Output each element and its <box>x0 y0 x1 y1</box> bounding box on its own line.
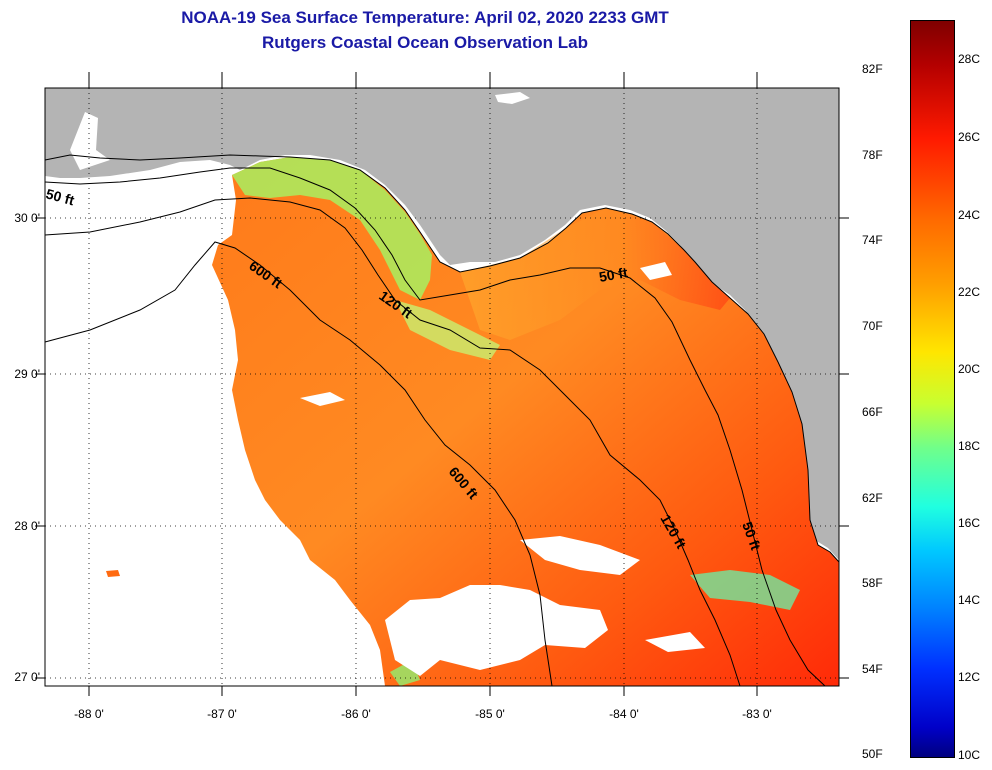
contour-120ft <box>44 197 741 687</box>
island <box>495 92 530 104</box>
colorbar-c-label: 12C <box>958 670 981 684</box>
map-subtitle: Rutgers Coastal Ocean Observation Lab <box>262 33 588 52</box>
colorbar-c-label: 18C <box>958 439 981 453</box>
contour-50ft <box>44 167 826 687</box>
land-area <box>45 88 839 560</box>
colorbar-f-label: 50F <box>862 747 883 761</box>
cloud-gap-3 <box>300 392 345 406</box>
lon-label: -83 0' <box>742 707 772 721</box>
colorbar-f-label: 54F <box>862 662 883 676</box>
colorbar-f-label: 78F <box>862 148 883 162</box>
colorbar-f-label: 66F <box>862 405 883 419</box>
lon-label: -86 0' <box>341 707 371 721</box>
lat-label: 29 0' <box>14 367 40 381</box>
cloud-gap-5 <box>645 632 705 652</box>
colorbar-c-label: 14C <box>958 593 981 607</box>
colorbar-c-label: 26C <box>958 130 981 144</box>
lon-label: -84 0' <box>609 707 639 721</box>
lat-label: 28 0' <box>14 519 40 533</box>
cloud-gap-2 <box>520 536 640 575</box>
map-title: NOAA-19 Sea Surface Temperature: April 0… <box>181 8 669 27</box>
axis-ticks <box>35 72 849 696</box>
contour-600ft <box>44 241 553 687</box>
lon-label: -88 0' <box>74 707 104 721</box>
cloud-gap-4 <box>640 262 672 280</box>
colorbar-f-label: 82F <box>862 62 883 76</box>
colorbar-c-label: 16C <box>958 516 981 530</box>
temperature-colorbar <box>910 20 955 758</box>
colorbar-f-label: 62F <box>862 491 883 505</box>
colorbar-c-label: 24C <box>958 208 981 222</box>
cool-water-apalachee <box>395 300 500 360</box>
colorbar-f-label: 70F <box>862 319 883 333</box>
colorbar-f-label: 74F <box>862 233 883 247</box>
contour-label: 50 ft <box>44 185 76 208</box>
contour-label: 50 ft <box>598 264 629 285</box>
coastline <box>44 154 840 563</box>
lat-label: 27 0' <box>14 670 40 684</box>
cool-water <box>232 157 432 300</box>
map-border <box>44 87 840 687</box>
colorbar-f-label: 58F <box>862 576 883 590</box>
colorbar-c-label: 22C <box>958 285 981 299</box>
colorbar-c-label: 20C <box>958 362 981 376</box>
cloud-gap-1 <box>385 585 608 676</box>
lat-label: 30 0' <box>14 211 40 225</box>
colorbar-c-label: 28C <box>958 52 981 66</box>
lon-label: -85 0' <box>475 707 505 721</box>
colorbar-c-label: 10C <box>958 748 981 762</box>
coastal-water <box>460 208 730 340</box>
small-patch <box>106 570 120 577</box>
lon-label: -87 0' <box>207 707 237 721</box>
